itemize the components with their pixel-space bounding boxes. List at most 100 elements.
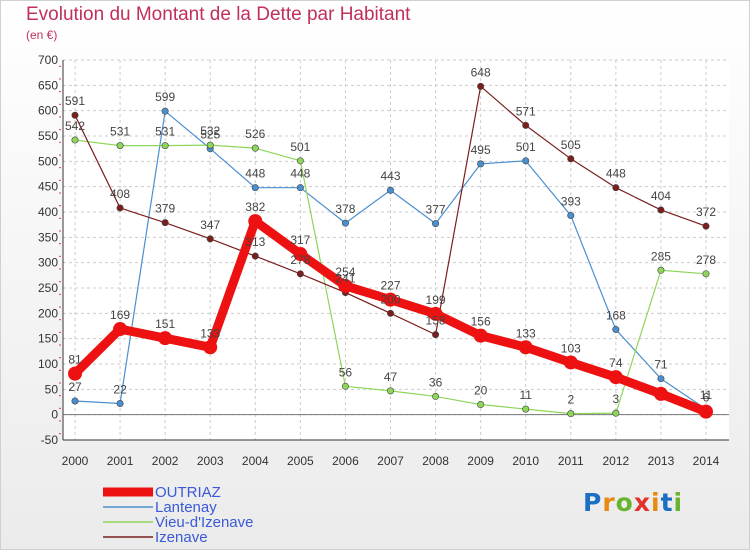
data-label: 20 bbox=[474, 384, 488, 398]
x-tick-label: 2014 bbox=[693, 454, 720, 468]
data-label: 382 bbox=[245, 200, 265, 214]
data-label: 591 bbox=[65, 94, 85, 108]
data-point bbox=[341, 382, 349, 390]
data-point bbox=[341, 219, 349, 227]
data-label: 448 bbox=[290, 167, 310, 181]
data-point bbox=[203, 340, 218, 355]
y-tick-label: 250 bbox=[38, 281, 58, 295]
data-label: 254 bbox=[335, 265, 355, 279]
data-point bbox=[251, 252, 259, 260]
x-tick-label: 2001 bbox=[107, 454, 134, 468]
legend-label: Izenave bbox=[155, 529, 208, 546]
x-tick-label: 2009 bbox=[467, 454, 494, 468]
data-label: 313 bbox=[245, 235, 265, 249]
x-tick-label: 2003 bbox=[197, 454, 224, 468]
y-tick-label: 350 bbox=[38, 230, 58, 244]
data-label: 6 bbox=[703, 391, 710, 405]
data-point bbox=[657, 375, 665, 383]
data-label: 74 bbox=[609, 356, 623, 370]
data-point bbox=[522, 157, 530, 165]
y-tick-label: 150 bbox=[38, 332, 58, 346]
data-point bbox=[477, 401, 485, 409]
data-label: 525 bbox=[200, 128, 220, 142]
data-point bbox=[296, 270, 304, 278]
legend-label: Vieu-d'Izenave bbox=[155, 514, 254, 531]
data-point bbox=[116, 400, 124, 408]
data-point bbox=[432, 392, 440, 400]
data-label: 158 bbox=[426, 314, 446, 328]
data-point bbox=[296, 184, 304, 192]
data-label: 3 bbox=[613, 392, 620, 406]
data-point bbox=[383, 292, 398, 307]
data-point bbox=[612, 326, 620, 334]
data-point bbox=[338, 278, 353, 293]
data-point bbox=[206, 141, 214, 149]
data-point bbox=[71, 111, 79, 119]
data-point bbox=[296, 157, 304, 165]
legend-label: OUTRIAZ bbox=[155, 484, 221, 501]
data-point bbox=[386, 186, 394, 194]
data-label: 378 bbox=[335, 202, 355, 216]
data-point bbox=[567, 410, 575, 418]
data-point bbox=[251, 144, 259, 152]
data-point bbox=[518, 340, 533, 355]
data-label: 347 bbox=[200, 218, 220, 232]
data-label: 448 bbox=[245, 167, 265, 181]
data-label: 393 bbox=[561, 195, 581, 209]
data-label: 36 bbox=[429, 375, 443, 389]
data-point bbox=[608, 370, 623, 385]
y-tick-label: 200 bbox=[38, 306, 58, 320]
data-label: 241 bbox=[335, 272, 355, 286]
data-point bbox=[68, 366, 82, 381]
data-label: 227 bbox=[380, 279, 400, 293]
x-tick-label: 2004 bbox=[242, 454, 269, 468]
data-label: 542 bbox=[65, 119, 85, 133]
data-label: 505 bbox=[561, 138, 581, 152]
axes: -50 0 50 100 150 200 250 300 350 400 450 500 550 600 6… bbox=[38, 53, 729, 468]
data-point bbox=[251, 184, 259, 192]
data-label: 22 bbox=[113, 383, 127, 397]
data-label: 81 bbox=[68, 353, 82, 367]
data-label: 151 bbox=[155, 317, 175, 331]
data-point bbox=[206, 235, 214, 243]
data-label: 169 bbox=[110, 308, 130, 322]
data-point bbox=[71, 136, 79, 144]
data-label: 168 bbox=[606, 309, 626, 323]
data-label: 103 bbox=[561, 341, 581, 355]
data-label: 11 bbox=[519, 388, 532, 402]
data-label: 526 bbox=[245, 127, 265, 141]
data-point bbox=[477, 82, 485, 90]
data-point bbox=[71, 397, 79, 405]
data-label: 599 bbox=[155, 90, 175, 104]
logo-letter: r bbox=[602, 488, 616, 517]
data-point bbox=[563, 355, 578, 370]
data-point bbox=[161, 142, 169, 150]
data-point bbox=[522, 121, 530, 129]
data-point bbox=[699, 404, 713, 419]
y-tick-label: 600 bbox=[38, 104, 58, 118]
logo-letter: x bbox=[633, 488, 651, 517]
data-point bbox=[657, 266, 665, 274]
y-tick-label: 700 bbox=[38, 53, 58, 67]
x-tick-label: 2002 bbox=[152, 454, 179, 468]
data-label: 495 bbox=[471, 143, 491, 157]
data-point bbox=[477, 160, 485, 168]
data-point bbox=[158, 331, 173, 346]
x-tick-label: 2007 bbox=[377, 454, 404, 468]
data-label: 532 bbox=[200, 124, 220, 138]
data-point bbox=[161, 107, 169, 115]
data-point bbox=[657, 206, 665, 214]
y-tick-label: 300 bbox=[38, 256, 58, 270]
y-tick-label: 0 bbox=[51, 408, 58, 422]
data-label: 56 bbox=[339, 365, 353, 379]
x-tick-label: 2011 bbox=[558, 454, 584, 468]
data-label: 133 bbox=[200, 326, 220, 340]
x-tick-label: 2008 bbox=[422, 454, 449, 468]
x-tick-label: 2005 bbox=[287, 454, 314, 468]
chart-subtitle: (en €) bbox=[26, 28, 58, 42]
data-label: 648 bbox=[471, 65, 491, 79]
data-point bbox=[113, 322, 128, 337]
data-label: 200 bbox=[380, 292, 400, 306]
data-label: 531 bbox=[110, 125, 130, 139]
